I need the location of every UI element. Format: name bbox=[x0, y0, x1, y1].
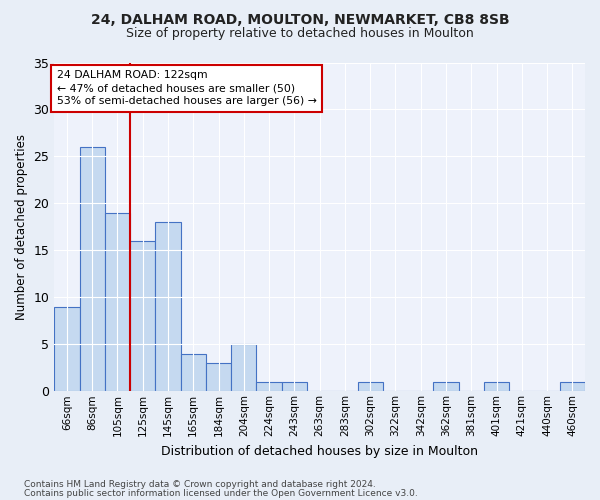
Bar bbox=[105, 213, 130, 392]
Text: Size of property relative to detached houses in Moulton: Size of property relative to detached ho… bbox=[126, 28, 474, 40]
Bar bbox=[256, 382, 282, 392]
Text: Contains public sector information licensed under the Open Government Licence v3: Contains public sector information licen… bbox=[24, 489, 418, 498]
Text: 24 DALHAM ROAD: 122sqm
← 47% of detached houses are smaller (50)
53% of semi-det: 24 DALHAM ROAD: 122sqm ← 47% of detached… bbox=[57, 70, 317, 106]
X-axis label: Distribution of detached houses by size in Moulton: Distribution of detached houses by size … bbox=[161, 444, 478, 458]
Bar bbox=[358, 382, 383, 392]
Bar bbox=[560, 382, 585, 392]
Bar bbox=[433, 382, 458, 392]
Bar bbox=[282, 382, 307, 392]
Bar bbox=[181, 354, 206, 392]
Bar bbox=[155, 222, 181, 392]
Bar bbox=[484, 382, 509, 392]
Y-axis label: Number of detached properties: Number of detached properties bbox=[15, 134, 28, 320]
Bar bbox=[231, 344, 256, 392]
Text: Contains HM Land Registry data © Crown copyright and database right 2024.: Contains HM Land Registry data © Crown c… bbox=[24, 480, 376, 489]
Bar bbox=[206, 363, 231, 392]
Bar bbox=[80, 147, 105, 392]
Text: 24, DALHAM ROAD, MOULTON, NEWMARKET, CB8 8SB: 24, DALHAM ROAD, MOULTON, NEWMARKET, CB8… bbox=[91, 12, 509, 26]
Bar bbox=[130, 241, 155, 392]
Bar bbox=[54, 306, 80, 392]
